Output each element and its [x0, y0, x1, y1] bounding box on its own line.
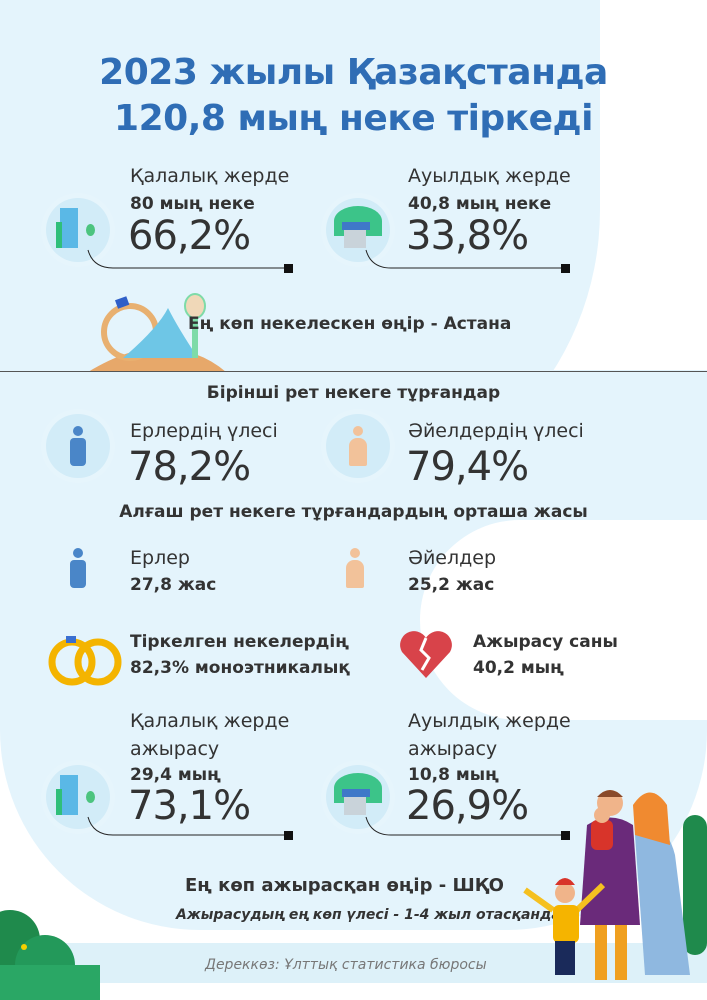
women-age-label: Әйелдер	[408, 547, 497, 569]
divorce-duration-note: Ажырасудың ең көп үлесі - 1-4 жыл отасқа…	[176, 907, 571, 923]
average-age-heading: Алғаш рет некеге тұрғандардың орташа жас…	[119, 502, 588, 522]
source-band	[0, 943, 707, 983]
men-share-label: Ерлердің үлесі	[130, 420, 278, 442]
urban-divorce-connector-line	[87, 816, 289, 836]
wedding-rings-icon	[48, 636, 122, 686]
astana-ring-illustration	[88, 293, 226, 372]
urban-connector-line	[87, 249, 289, 269]
broken-heart-icon	[400, 631, 452, 678]
top-divorce-region: Ең көп ажырасқан өңір - ШҚО	[185, 875, 504, 896]
urban-marriage-label: Қалалық жерде	[130, 165, 290, 187]
women-share-value: 79,4%	[406, 444, 529, 490]
rural-marriage-share: 33,8%	[406, 213, 529, 259]
men-share-value: 78,2%	[128, 444, 251, 490]
village-icon	[326, 198, 390, 262]
rural-divorce-connector-line	[365, 816, 567, 836]
rural-divorce-label: Ауылдық жерде	[408, 710, 571, 732]
rural-connector-line	[365, 249, 567, 269]
urban-divorce-share: 73,1%	[128, 783, 251, 829]
family-illustration	[523, 790, 707, 980]
source-text: Дереккөз: Ұлттық статистика бюросы	[205, 957, 487, 973]
divorce-count-label: Ажырасу саны	[473, 632, 618, 652]
female-figure-icon	[345, 548, 365, 588]
rural-divorce-label2: ажырасу	[408, 738, 498, 760]
bush-illustration	[0, 910, 100, 1000]
male-figure-icon	[68, 548, 88, 588]
top-marriage-region: Ең көп некелескен өңір - Астана	[188, 314, 512, 334]
monoethnic-line2: 82,3% моноэтникалық	[130, 658, 350, 678]
urban-marriage-share: 66,2%	[128, 213, 251, 259]
urban-marriage-count: 80 мың неке	[130, 194, 255, 214]
female-figure-icon	[326, 414, 390, 478]
connector-end-marker	[561, 831, 570, 840]
city-icon	[46, 198, 110, 262]
rural-divorce-count: 10,8 мың	[408, 765, 499, 785]
page-title-line1: 2023 жылы Қазақстанда	[99, 52, 608, 93]
monoethnic-line1: Тіркелген некелердің	[130, 632, 349, 652]
first-marriage-heading: Бірінші рет некеге тұрғандар	[206, 383, 501, 403]
city-icon	[46, 765, 110, 829]
rural-marriage-count: 40,8 мың неке	[408, 194, 552, 214]
village-icon	[326, 765, 390, 829]
connector-end-marker	[284, 831, 293, 840]
men-age-value: 27,8 жас	[130, 575, 217, 595]
men-age-label: Ерлер	[130, 547, 190, 569]
urban-divorce-label2: ажырасу	[130, 738, 220, 760]
connector-end-marker	[561, 264, 570, 273]
urban-divorce-count: 29,4 мың	[130, 765, 221, 785]
women-share-label: Әйелдердің үлесі	[408, 420, 584, 442]
rural-marriage-label: Ауылдық жерде	[408, 165, 571, 187]
page-title-line2: 120,8 мың неке тіркеді	[114, 98, 593, 139]
connector-end-marker	[284, 264, 293, 273]
section-divider	[0, 371, 707, 372]
background-white-patch	[420, 520, 707, 720]
women-age-value: 25,2 жас	[408, 575, 495, 595]
male-figure-icon	[46, 414, 110, 478]
rural-divorce-share: 26,9%	[406, 783, 529, 829]
urban-divorce-label: Қалалық жерде	[130, 710, 290, 732]
divorce-count-value: 40,2 мың	[473, 658, 564, 678]
